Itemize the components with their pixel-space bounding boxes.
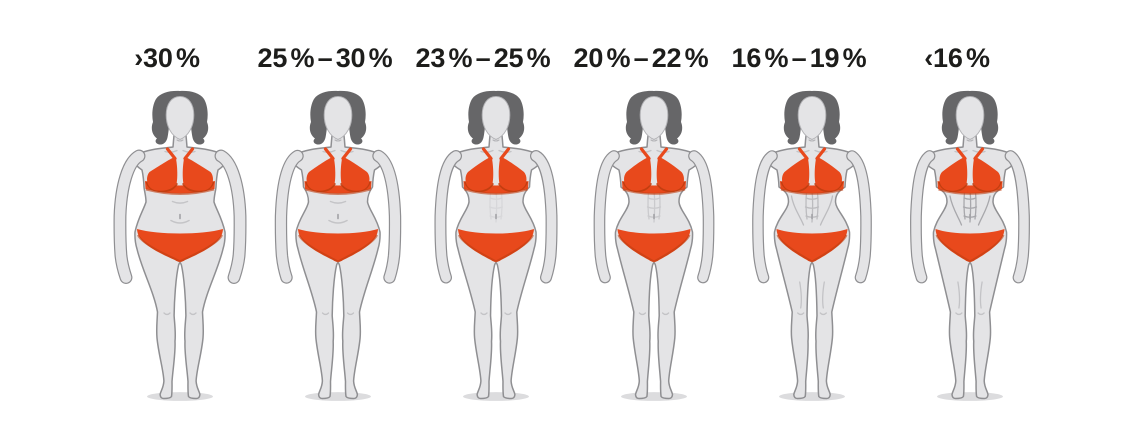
figure-column-over-30: ›30 % bbox=[101, 0, 259, 416]
woman-figure-illustration bbox=[434, 90, 558, 401]
woman-figure-illustration bbox=[593, 90, 715, 401]
woman-figure-illustration bbox=[910, 90, 1030, 401]
figure-column-23-25: 23 % – 25 % bbox=[415, 0, 575, 416]
woman-figure-illustration bbox=[274, 90, 402, 401]
fat-range-label: ›30 % bbox=[134, 43, 200, 73]
figure-column-25-30: 25 % – 30 % bbox=[257, 0, 417, 416]
woman-figure-illustration bbox=[113, 90, 247, 401]
woman-figure-illustration bbox=[752, 90, 872, 401]
figure-column-20-22: 20 % – 22 % bbox=[573, 0, 733, 416]
fat-range-label: ‹16 % bbox=[924, 43, 990, 73]
fat-range-label: 23 % – 25 % bbox=[415, 43, 551, 73]
figure-column-16-19: 16 % – 19 % bbox=[731, 0, 891, 416]
fat-range-label: 25 % – 30 % bbox=[257, 43, 393, 73]
figure-row: ›30 % 25 % – 30 % 23 % – 25 % 20 % – 22 … bbox=[101, 0, 1049, 416]
fat-range-label: 20 % – 22 % bbox=[573, 43, 709, 73]
figure-column-under-16: ‹16 % bbox=[891, 0, 1049, 416]
fat-range-label: 16 % – 19 % bbox=[731, 43, 867, 73]
